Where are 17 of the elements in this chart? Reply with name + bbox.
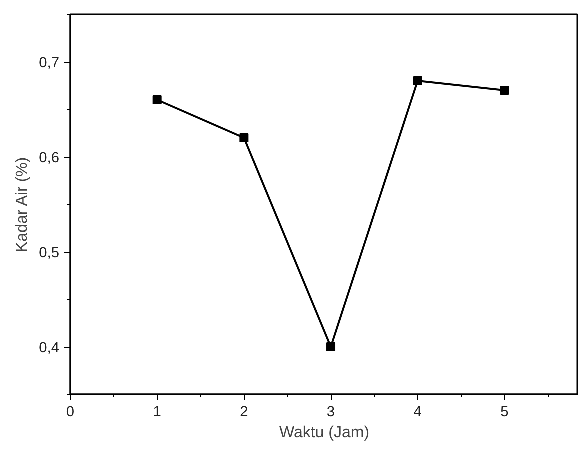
y-tick-label: 0,5 <box>39 246 60 262</box>
x-tick-label: 5 <box>500 404 509 420</box>
x-tick-label: 2 <box>240 404 248 420</box>
x-tick-label: 1 <box>153 404 162 420</box>
point <box>326 342 336 352</box>
point <box>500 86 510 95</box>
x-tick-label: 4 <box>414 404 422 420</box>
x-axis-title: Waktu (Jam) <box>279 424 370 442</box>
point <box>240 134 249 142</box>
x-tick-label: 3 <box>326 404 336 420</box>
y-tick-label: 0,6 <box>39 150 60 166</box>
x-tick-label: 0 <box>66 404 75 420</box>
y-tick-label: 0,4 <box>39 340 60 356</box>
point <box>413 76 422 86</box>
y-tick-label: 0,7 <box>39 56 60 72</box>
y-axis-title: Kadar Air (%) <box>14 157 32 253</box>
point <box>152 96 162 104</box>
